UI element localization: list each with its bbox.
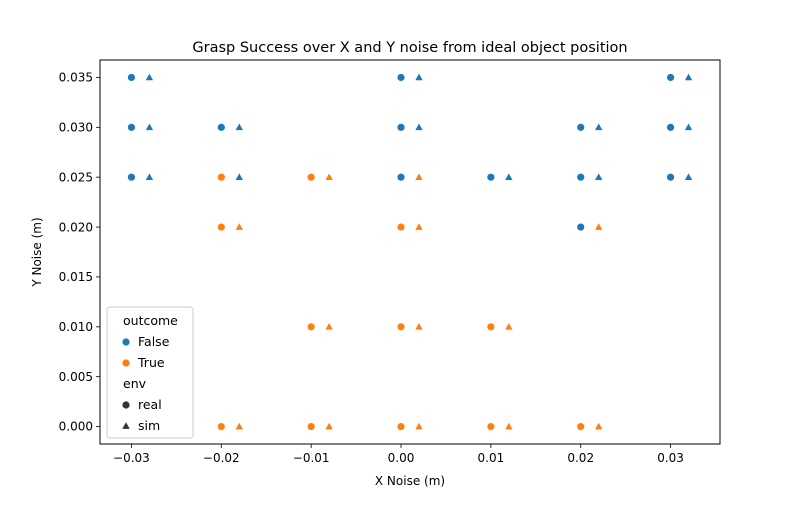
- legend-label-false: False: [138, 334, 170, 349]
- point-real-false: [666, 73, 675, 82]
- y-tick-label: 0.000: [59, 420, 93, 434]
- x-axis-label: X Noise (m): [375, 474, 445, 488]
- legend-marker-sim: [120, 420, 132, 430]
- point-sim-false: [593, 171, 604, 181]
- point-sim-true: [503, 321, 514, 331]
- y-tick-label: 0.010: [59, 320, 93, 334]
- point-sim-true: [324, 321, 335, 331]
- point-real-true: [396, 422, 406, 431]
- plot-area: [99, 59, 721, 445]
- point-real-false: [576, 122, 586, 132]
- x-tick-label: 0.02: [567, 451, 594, 465]
- legend-style-title: env: [123, 376, 147, 391]
- x-tick-label: 0.01: [478, 451, 505, 465]
- y-tick-label: 0.035: [59, 71, 93, 85]
- y-axis-label: Y Noise (m): [30, 217, 44, 287]
- point-real-false: [396, 122, 406, 132]
- point-real-false: [666, 122, 675, 132]
- point-real-true: [306, 322, 316, 332]
- point-real-false: [486, 172, 496, 182]
- axes-frame: [99, 59, 721, 445]
- legend-hue-title: outcome: [123, 313, 178, 328]
- point-sim-false: [234, 171, 245, 181]
- point-sim-false: [144, 171, 155, 181]
- legend-label-sim: sim: [138, 418, 160, 433]
- point-real-true: [306, 172, 316, 182]
- point-sim-true: [234, 221, 245, 231]
- legend-label-true: True: [137, 355, 165, 370]
- legend-marker-real: [121, 400, 131, 410]
- y-tick-label: 0.005: [59, 370, 93, 384]
- legend-marker-true: [121, 358, 131, 368]
- point-sim-true: [413, 421, 425, 431]
- y-tick-label: 0.030: [59, 121, 93, 135]
- point-real-true: [216, 172, 226, 182]
- y-tick-label: 0.025: [59, 170, 93, 184]
- point-real-false: [576, 172, 586, 182]
- x-tick-label: −0.02: [203, 451, 240, 465]
- point-sim-true: [413, 221, 425, 231]
- point-real-true: [576, 422, 586, 431]
- point-sim-false: [683, 72, 694, 82]
- point-real-false: [396, 172, 406, 182]
- y-tick-label: 0.015: [59, 270, 93, 284]
- point-real-false: [127, 172, 136, 182]
- legend-label-real: real: [138, 397, 162, 412]
- point-real-false: [666, 172, 675, 182]
- point-real-true: [486, 422, 496, 431]
- point-real-false: [396, 73, 406, 82]
- x-tick-label: 0.00: [388, 451, 415, 465]
- x-tick-label: −0.03: [113, 451, 150, 465]
- point-real-false: [216, 122, 226, 132]
- point-real-false: [127, 122, 136, 132]
- point-sim-true: [234, 421, 245, 431]
- point-sim-true: [324, 171, 335, 181]
- legend-marker-false: [121, 337, 131, 347]
- point-real-true: [486, 322, 496, 332]
- point-sim-true: [324, 421, 335, 431]
- point-real-true: [396, 222, 406, 232]
- y-tick-label: 0.020: [59, 220, 93, 234]
- point-sim-false: [683, 121, 694, 131]
- point-sim-false: [234, 121, 245, 131]
- point-real-false: [576, 222, 586, 232]
- point-sim-true: [593, 421, 604, 431]
- point-sim-true: [413, 171, 425, 181]
- point-sim-false: [503, 171, 514, 181]
- point-real-false: [127, 73, 136, 82]
- point-sim-false: [144, 121, 155, 131]
- point-real-true: [396, 322, 406, 332]
- y-axis-ticks: 0.000 0.005 0.010 0.015 0.020 0.025 0.030 0.035: [59, 71, 100, 434]
- point-real-true: [216, 422, 226, 431]
- data-points: [127, 72, 694, 431]
- point-sim-false: [413, 72, 425, 82]
- point-sim-true: [503, 421, 514, 431]
- point-sim-false: [413, 121, 425, 131]
- chart-title: Grasp Success over X and Y noise from id…: [192, 40, 627, 56]
- point-sim-true: [593, 221, 604, 231]
- point-sim-false: [593, 121, 604, 131]
- x-tick-label: 0.03: [657, 451, 684, 465]
- point-sim-false: [683, 171, 694, 181]
- point-sim-false: [144, 72, 155, 82]
- point-real-true: [306, 422, 316, 431]
- x-axis-ticks: −0.03 −0.02 −0.01 0.00 0.01 0.02 0.03: [113, 444, 684, 465]
- point-real-true: [216, 222, 226, 232]
- x-tick-label: −0.01: [293, 451, 330, 465]
- legend: outcome False True env real sim: [106, 306, 194, 439]
- point-sim-true: [413, 321, 425, 331]
